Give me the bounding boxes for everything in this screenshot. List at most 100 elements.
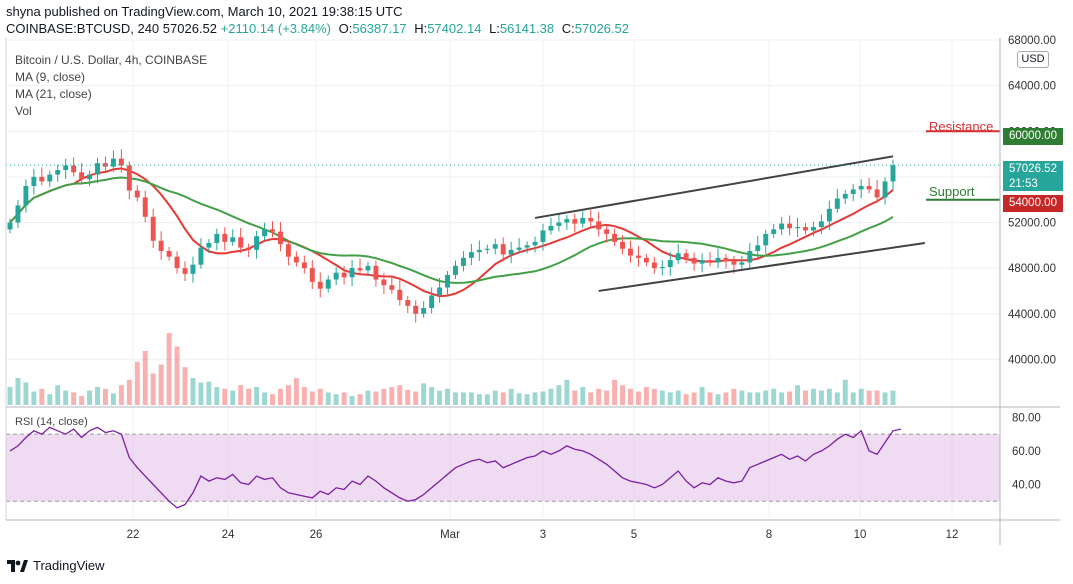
volume-bar [293, 378, 299, 405]
candle-body [651, 262, 657, 269]
volume-bar [317, 388, 323, 405]
candle-body [421, 308, 427, 314]
candle-body [309, 268, 315, 282]
volume-bar [158, 364, 164, 405]
candle-body [699, 260, 705, 264]
volume-bar [31, 391, 37, 405]
candle-body [508, 249, 514, 255]
volume-bar [373, 391, 379, 405]
legend-vol[interactable]: Vol [15, 104, 32, 118]
date-tick-label: 8 [766, 529, 772, 541]
volume-bar [95, 387, 100, 405]
candle-body [262, 229, 268, 237]
candle-body [842, 193, 848, 199]
candle-body [301, 262, 307, 269]
high-value: 57402.14 [427, 21, 482, 36]
volume-bar [866, 390, 872, 405]
candle-body [858, 186, 864, 190]
volume-bar [524, 394, 530, 405]
volume-bar [47, 394, 53, 405]
candle-body [118, 158, 124, 166]
volume-bar [23, 382, 29, 405]
volume-bar [429, 387, 435, 405]
legend-ma21[interactable]: MA (21, close) [15, 87, 92, 101]
candle-body [803, 227, 808, 231]
currency-badge[interactable]: USD [1017, 51, 1049, 68]
volume-bar [341, 392, 347, 405]
price-tick-label: 40000.00 [1008, 354, 1056, 366]
candle-body [278, 231, 283, 245]
volume-bar [214, 387, 220, 405]
legend-rsi[interactable]: RSI (14, close) [15, 416, 88, 428]
volume-bar [230, 390, 236, 405]
volume-bar [818, 390, 824, 405]
volume-bar [874, 390, 880, 405]
volume-bar [365, 390, 371, 405]
volume-bar [110, 393, 116, 405]
candle-body [357, 268, 363, 271]
price-tick-label: 44000.00 [1008, 309, 1056, 321]
volume-bar [222, 388, 228, 405]
last-price: 57026.52 [162, 21, 218, 36]
volume-bar [508, 388, 514, 405]
volume-bar [842, 379, 848, 405]
price-tick-label: 52000.00 [1008, 218, 1056, 230]
candle-body [198, 247, 204, 265]
candle-body [246, 247, 252, 250]
candle-body [810, 227, 816, 231]
date-tick-label: 26 [310, 529, 323, 541]
candle-body [325, 279, 331, 289]
candle-body [453, 265, 458, 275]
volume-bar [238, 385, 244, 405]
volume-bar [166, 333, 172, 405]
candle-body [230, 237, 236, 242]
volume-bar [460, 392, 466, 405]
price-tick-label: 48000.00 [1008, 263, 1056, 275]
volume-bar [389, 387, 395, 405]
date-tick-label: Mar [440, 529, 460, 541]
moving-averages [9, 167, 894, 298]
volume-bar [580, 387, 586, 405]
volume-bar [763, 390, 769, 405]
volume-bar [476, 394, 482, 405]
channel-upper-line [534, 155, 894, 219]
support-label: Support [929, 184, 975, 199]
volume-bar [309, 391, 315, 405]
candle-body [540, 230, 546, 242]
rsi-panel [6, 426, 1000, 509]
volume-bar [206, 381, 212, 405]
volume-bar [254, 387, 260, 405]
volume-bar [87, 390, 93, 405]
volume-bar [755, 392, 761, 405]
volume-bar [285, 385, 291, 405]
candle-body [628, 248, 633, 256]
volume-bar [803, 390, 808, 405]
volume-bar [596, 388, 602, 405]
volume-bar [683, 394, 689, 405]
price-tick-label: 64000.00 [1008, 81, 1056, 93]
candle-body [142, 197, 148, 217]
candle-body [55, 170, 61, 175]
volume-bar [150, 373, 156, 405]
volume-bar [564, 379, 570, 405]
price-tick-label: 68000.00 [1008, 35, 1056, 47]
tradingview-logo-icon [7, 559, 28, 572]
footer-brand[interactable]: TradingView [6, 558, 105, 573]
volume-bar [301, 387, 307, 405]
chart-title: Bitcoin / U.S. Dollar, 4h, COINBASE [15, 53, 208, 67]
candle-body [222, 233, 228, 242]
legend-ma9[interactable]: MA (9, close) [15, 70, 86, 84]
volume-bar [516, 393, 522, 405]
candle-body [166, 251, 172, 257]
candle-body [771, 229, 777, 234]
candle-body [492, 244, 498, 249]
candle-body [779, 223, 785, 230]
volume-bar [325, 392, 331, 405]
candle-body [683, 253, 689, 258]
candle-body [110, 158, 116, 167]
support-price-tag: 54000.00 [1003, 195, 1063, 212]
candle-body [47, 174, 53, 182]
volume-bar [79, 396, 85, 405]
candle-body [63, 165, 69, 171]
